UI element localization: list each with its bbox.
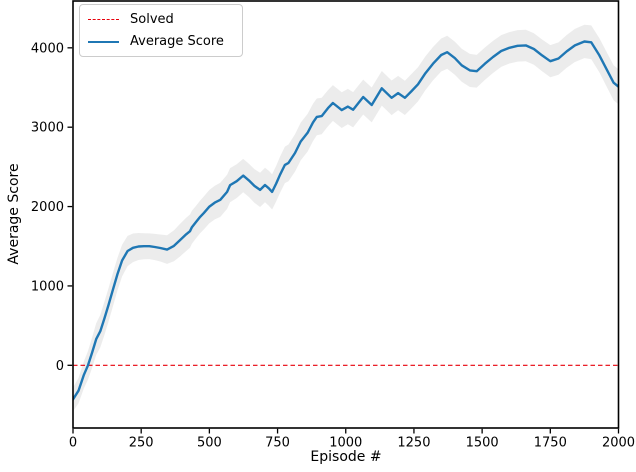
x-tick-label: 1500 bbox=[466, 436, 499, 451]
x-tick-label: 1000 bbox=[329, 436, 362, 451]
x-tick-label: 750 bbox=[265, 436, 290, 451]
x-tick-label: 250 bbox=[129, 436, 154, 451]
x-tick-label: 1250 bbox=[397, 436, 430, 451]
confidence-band bbox=[73, 24, 619, 412]
average-score-line-sample bbox=[88, 40, 119, 43]
x-tick-label: 1750 bbox=[534, 436, 567, 451]
legend: Solved Average Score bbox=[79, 4, 243, 57]
y-axis-label: Average Score bbox=[6, 163, 22, 265]
axes-spines bbox=[72, 0, 620, 429]
x-tick-label: 2000 bbox=[602, 436, 635, 451]
legend-item-average-score: Average Score bbox=[88, 34, 232, 49]
legend-item-solved: Solved bbox=[88, 12, 232, 27]
y-tick-label: 4000 bbox=[31, 41, 64, 56]
x-axis-label: Episode # bbox=[310, 449, 382, 465]
legend-label-average-score: Average Score bbox=[130, 34, 224, 49]
y-tick-label: 0 bbox=[56, 359, 64, 374]
y-tick-label: 1000 bbox=[31, 279, 64, 294]
x-tick-label: 0 bbox=[69, 436, 77, 451]
x-tick-label: 500 bbox=[197, 436, 222, 451]
legend-label-solved: Solved bbox=[130, 12, 174, 27]
average-score-line bbox=[73, 40, 619, 401]
y-tick-label: 3000 bbox=[31, 121, 64, 136]
solved-line-sample bbox=[88, 19, 119, 20]
y-tick-label: 2000 bbox=[31, 200, 64, 215]
